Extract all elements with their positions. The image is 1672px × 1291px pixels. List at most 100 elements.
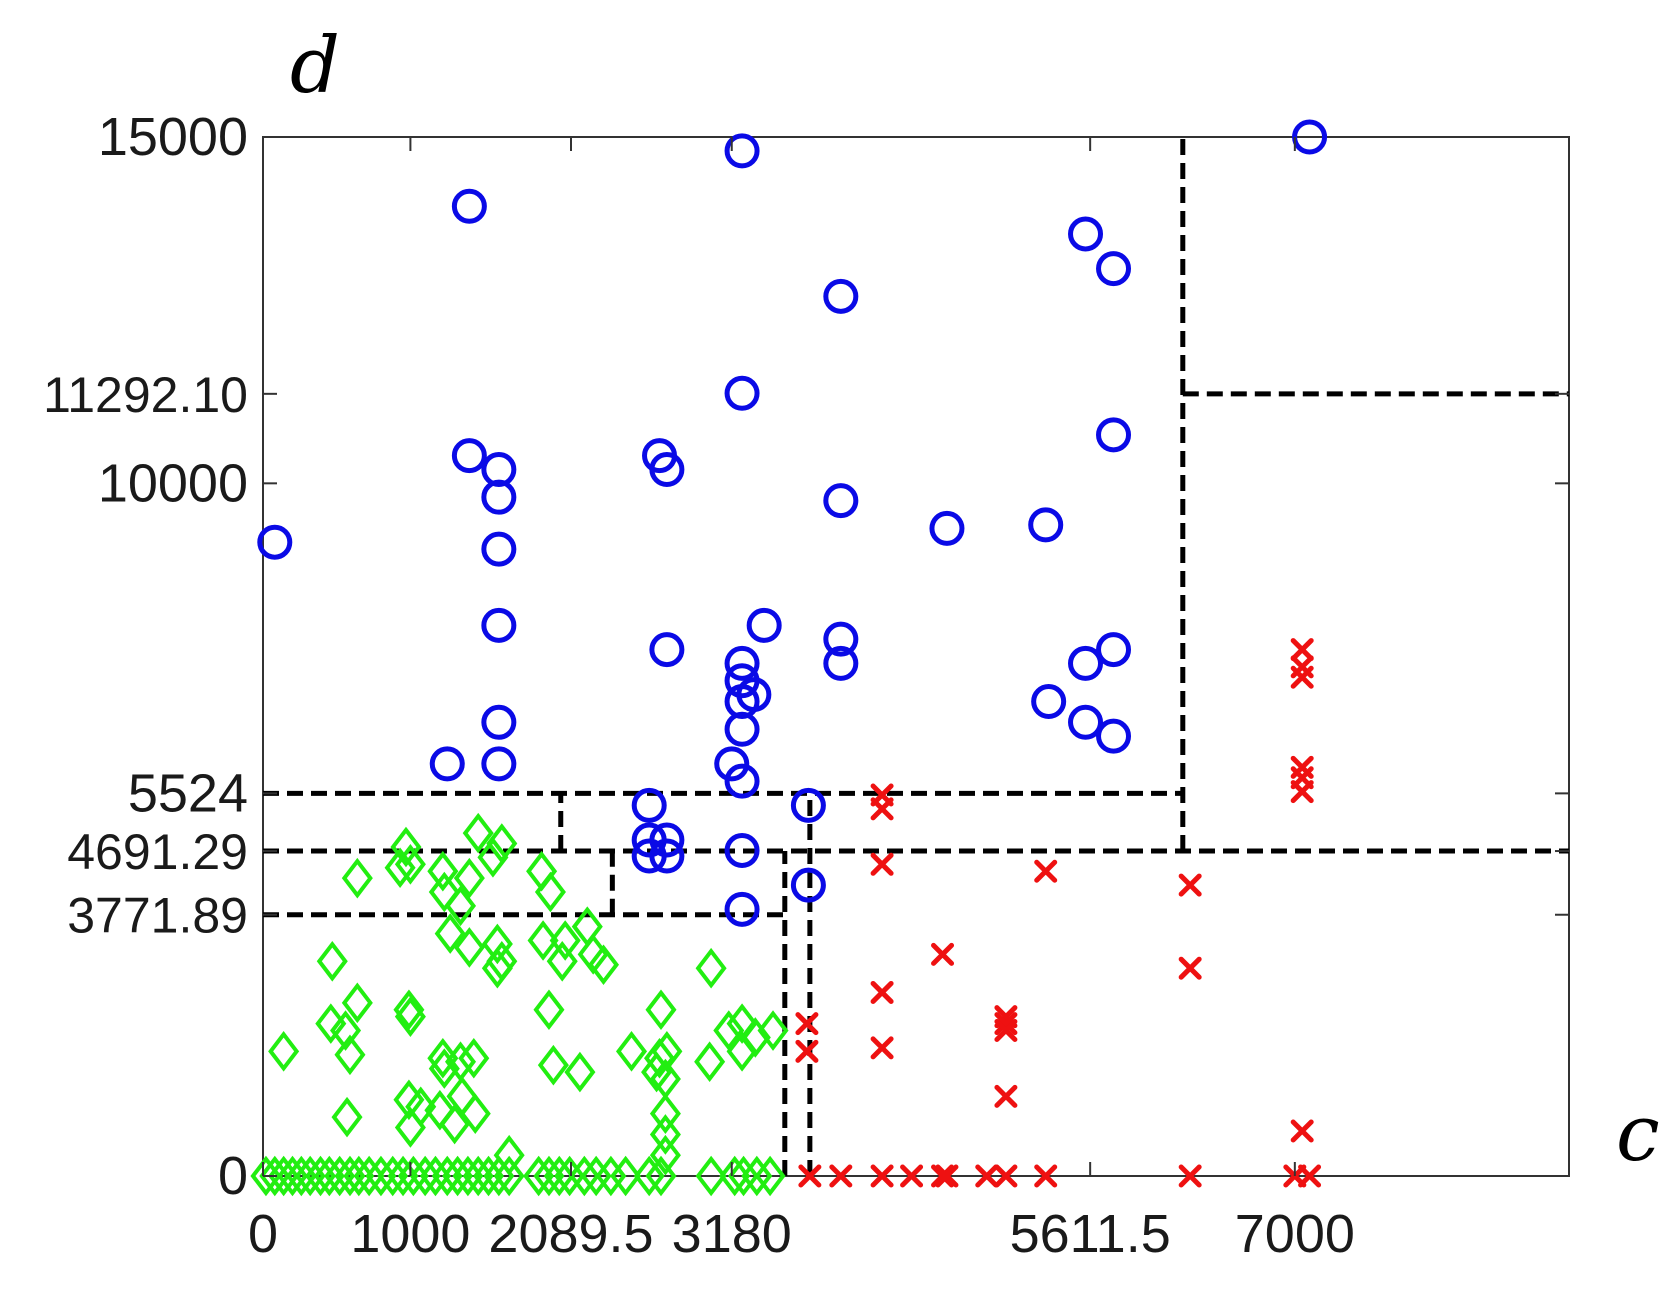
cross-point-24 [870,1164,894,1188]
circle-point-14 [481,531,517,567]
cross-point-23 [829,1164,853,1188]
circle-point-35 [481,746,517,782]
x-tick-label-1: 1000 [350,1204,470,1264]
cross-point-28 [975,1164,999,1188]
diamond-point-90 [533,1155,565,1197]
x-tick-label-4: 5611.5 [1010,1204,1171,1264]
circle-point-37 [724,763,760,799]
diamond-point-35 [615,1031,648,1072]
diamond-point-94 [580,1155,612,1197]
diamond-point-40 [726,1003,758,1044]
diamond-point-80 [409,1155,441,1197]
diamond-point-9 [384,847,416,889]
cross-point-2 [1290,665,1314,689]
cross-point-25 [900,1164,924,1188]
circle-point-36 [714,746,750,782]
circle-point-46 [724,891,760,927]
diamond-point-7 [526,850,558,892]
diamond-point-17 [481,947,513,989]
diamond-point-36 [643,1037,676,1079]
diamond-point-103 [754,1155,786,1197]
y-tick-label-5: 11292.10 [43,367,248,423]
circle-point-29 [1031,684,1067,720]
cross-point-31 [1178,1164,1202,1188]
diamond-point-60 [649,1093,681,1134]
diamond-point-45 [428,1048,460,1089]
circle-point-15 [823,483,859,519]
plot-frame [262,136,1570,1177]
x-tick-label-0: 0 [248,1204,278,1264]
y-tick-label-2: 4691.29 [67,824,248,880]
cross-point-20 [994,1084,1018,1108]
diamond-point-32 [330,1010,362,1051]
circle-point-25 [1096,632,1132,668]
diamond-point-2 [390,826,422,868]
circle-point-6 [823,278,859,314]
diamond-point-100 [719,1155,751,1197]
y-tick-label-3: 5524 [128,763,248,823]
diamond-point-50 [641,1051,673,1093]
circle-point-16 [929,510,965,546]
diamond-point-22 [587,944,620,986]
decision-boundaries [263,137,1569,1176]
circle-point-7 [724,375,760,411]
diamond-point-98 [645,1155,677,1197]
diamond-point-88 [493,1155,525,1197]
circle-point-17 [1028,507,1064,543]
cross-point-5 [1290,780,1314,804]
diamond-point-25 [695,947,727,989]
diamond-point-8 [341,857,373,899]
cross-point-22 [798,1164,822,1188]
diamond-point-85 [462,1155,494,1197]
cross-point-33 [1298,1164,1322,1188]
diamond-point-54 [424,1089,456,1131]
circle-point-22 [724,645,760,681]
diamond-point-5 [453,857,485,899]
circle-point-39 [790,787,826,823]
cross-point-30 [1034,1164,1058,1188]
diamond-point-75 [353,1155,385,1197]
diamond-point-12 [445,885,477,927]
cross-point-12 [931,942,955,966]
diamond-point-79 [397,1155,429,1197]
y-tick-label-1: 3771.89 [67,888,248,944]
diamond-point-47 [458,1037,490,1079]
cross-point-26 [931,1164,955,1188]
diamond-point-3 [394,844,426,885]
cross-point-17 [795,1012,819,1036]
circle-point-45 [790,867,826,903]
circle-point-18 [481,607,517,643]
diamond-point-58 [394,1107,426,1148]
diamond-point-29 [393,989,425,1031]
diamond-point-28 [341,982,373,1024]
diamond-point-23 [546,940,578,982]
x-axis-label: c [1616,1089,1660,1179]
diamond-point-95 [595,1155,627,1197]
diamond-point-89 [523,1155,555,1197]
diamond-point-71 [313,1155,345,1197]
x-tick-label-3: 3180 [672,1204,792,1264]
circle-point-33 [1096,718,1132,754]
circle-point-23 [823,645,859,681]
circle-point-44 [724,832,760,868]
diamond-point-74 [343,1155,375,1197]
circle-point-20 [823,621,859,657]
cross-point-15 [994,1012,1018,1036]
cross-point-19 [870,1036,894,1060]
diamond-point-24 [316,940,348,982]
diamond-point-18 [527,920,559,961]
diamond-point-77 [377,1155,409,1197]
circle-point-9 [451,438,487,474]
diamond-point-59 [439,1103,471,1145]
series-circle [257,119,1328,927]
diamond-point-61 [649,1114,681,1155]
diamond-point-97 [633,1155,665,1197]
diamond-point-87 [483,1155,515,1197]
diamond-point-101 [728,1155,760,1197]
y-tick-label-6: 15000 [98,107,248,167]
series-cross [795,638,1322,1188]
circle-point-24 [1068,645,1104,681]
diamond-point-91 [543,1155,575,1197]
